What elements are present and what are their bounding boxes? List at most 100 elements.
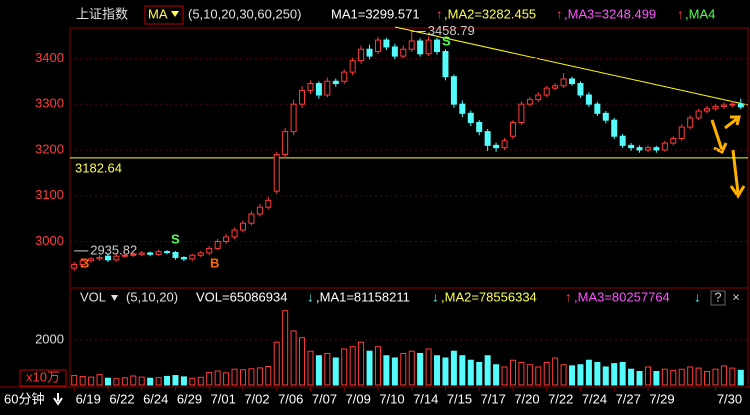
volume-bar <box>678 368 685 386</box>
volume-bar <box>231 368 238 386</box>
candle-body <box>265 199 272 208</box>
vol-indicator[interactable]: VOL <box>80 289 106 304</box>
volume-bar <box>611 363 618 386</box>
volume-bar <box>307 350 314 386</box>
volume-bar <box>493 364 500 386</box>
sell-signal: S <box>442 33 451 48</box>
x-tick-label: 7/15 <box>447 391 472 406</box>
volume-bar <box>594 361 601 386</box>
volume-bar <box>484 355 491 386</box>
close-button[interactable]: × <box>732 289 740 304</box>
volume-bar <box>602 366 609 386</box>
help-button-label[interactable]: ? <box>714 289 721 304</box>
arrow <box>710 119 724 151</box>
indicator-box[interactable] <box>144 5 184 25</box>
x-tick-label: 6/24 <box>143 391 168 406</box>
candle-body <box>239 222 246 231</box>
volume-bar <box>560 364 567 386</box>
volume-bar <box>526 364 533 386</box>
volume-bar <box>290 330 297 386</box>
volume-bar <box>535 366 542 386</box>
y-tick-label: 3000 <box>35 233 64 248</box>
volume-bar <box>501 366 508 386</box>
candle-body <box>138 252 145 255</box>
volume-bar <box>518 361 525 386</box>
arrow-head <box>729 185 746 199</box>
candle-body <box>695 110 702 119</box>
candle-body <box>315 83 322 96</box>
volume-bar <box>434 355 441 386</box>
ma1-label: MA1=3299.571 <box>331 6 420 21</box>
candle-body <box>619 135 626 146</box>
vol-label: VOL=65086934 <box>196 289 287 304</box>
candle-body <box>501 140 508 149</box>
title: 上证指数 <box>76 6 128 21</box>
frame <box>0 27 750 388</box>
help-button[interactable] <box>710 290 726 306</box>
candle-body <box>358 48 365 62</box>
dropdown-arrow[interactable] <box>111 295 118 301</box>
vol-arrow: ↓ <box>307 289 314 304</box>
ma2-label: ,MA2=3282.455 <box>444 6 536 21</box>
candle-body <box>678 126 685 140</box>
arrow <box>724 116 739 130</box>
candle-body <box>467 112 474 123</box>
candle-body <box>290 103 297 133</box>
candle-body <box>729 103 736 106</box>
volume-bar <box>661 368 668 386</box>
candle-body <box>71 263 78 269</box>
x-tick-label: 7/20 <box>514 391 539 406</box>
candle-body <box>282 131 289 156</box>
candle-body <box>737 103 744 108</box>
candle-body <box>307 83 314 91</box>
volume-bar <box>653 370 660 386</box>
vol-ma2-arrow: ↑ <box>565 289 572 304</box>
volume-bar <box>180 376 187 386</box>
volume-bar <box>147 377 154 386</box>
volume-bar <box>408 350 415 386</box>
volume-bar <box>104 377 111 386</box>
candle-body <box>569 78 576 85</box>
x-tick-label: 7/01 <box>211 391 236 406</box>
volume-bar <box>164 375 171 386</box>
candle-body <box>459 103 466 114</box>
volume-bar <box>712 368 719 386</box>
volume-bar <box>71 375 78 386</box>
x-tick-label: 7/27 <box>616 391 641 406</box>
volume-bar <box>442 357 449 386</box>
candle-body <box>484 131 491 146</box>
volume-bar <box>450 350 457 386</box>
x-tick-label: 7/14 <box>413 391 438 406</box>
volume-bar <box>670 369 677 386</box>
candle-body <box>164 251 171 254</box>
volume-bar <box>324 352 331 386</box>
volume-bar <box>155 377 162 386</box>
arrow <box>731 149 740 194</box>
x-tick-label: 7/30 <box>717 391 742 406</box>
candle-body <box>594 103 601 114</box>
candle-body <box>341 71 348 82</box>
volume-bar <box>341 348 348 386</box>
dropdown-arrow[interactable] <box>171 11 179 17</box>
high-annotation: 3458.79 <box>428 23 475 38</box>
x-tick-label: 7/06 <box>278 391 303 406</box>
volume-bar <box>332 357 339 386</box>
x-tick-label: 6/19 <box>76 391 101 406</box>
arrow-head <box>730 115 741 126</box>
candle-body <box>374 39 381 53</box>
y-tick-label: 3200 <box>35 141 64 156</box>
period[interactable]: 60分钟 <box>4 391 44 406</box>
candle-body <box>518 103 525 123</box>
candle-body <box>602 112 609 121</box>
candle-body <box>88 258 95 262</box>
vol-ma3-label: ,MA3=80257764 <box>574 289 670 304</box>
vol-ma1-arrow: ↓ <box>432 289 439 304</box>
period-arrow[interactable] <box>53 393 63 406</box>
low-annotation: 2935.82 <box>90 242 137 257</box>
volume-bar <box>79 375 86 386</box>
volume-bar <box>391 357 398 386</box>
y-tick-label: 2000 <box>35 331 64 346</box>
indicator[interactable]: MA <box>148 6 168 21</box>
candle-body <box>197 252 204 256</box>
